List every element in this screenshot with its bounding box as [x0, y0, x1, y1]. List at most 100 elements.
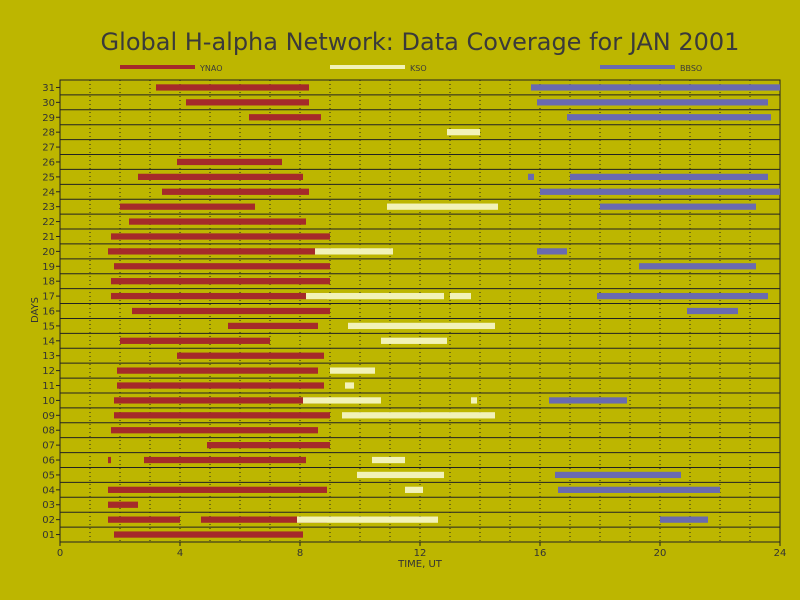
coverage-bar-kso [345, 382, 354, 389]
y-tick-label: 14 [42, 336, 55, 347]
coverage-bar-ynao [108, 516, 180, 523]
coverage-bar-ynao [132, 307, 330, 315]
coverage-bar-ynao [228, 322, 318, 330]
coverage-bar-kso [297, 516, 438, 523]
y-tick-label: 21 [42, 232, 55, 243]
x-tick-label: 24 [774, 548, 787, 559]
legend-swatch-bbso [600, 65, 675, 69]
coverage-bar-ynao [111, 292, 327, 300]
coverage-bar-kso [450, 292, 471, 300]
coverage-bar-ynao [207, 441, 330, 449]
coverage-bar-ynao [186, 99, 309, 106]
coverage-bar-ynao [111, 427, 318, 434]
coverage-bar-ynao [120, 203, 255, 210]
coverage-bar-ynao [114, 263, 330, 270]
coverage-bar-ynao [120, 337, 270, 344]
coverage-bar-ynao [129, 218, 306, 225]
x-tick-label: 0 [57, 548, 63, 559]
coverage-bar-ynao [114, 397, 327, 404]
coverage-bar-kso [372, 456, 405, 464]
x-tick-label: 12 [414, 548, 427, 559]
coverage-bar-ynao [201, 516, 327, 523]
legend-label-ynao: YNAO [199, 64, 223, 73]
y-tick-label: 06 [42, 456, 55, 467]
y-tick-label: 05 [42, 470, 55, 481]
y-tick-label: 25 [42, 172, 55, 183]
coverage-bar-bbso [537, 99, 768, 106]
y-tick-label: 04 [42, 485, 55, 496]
coverage-bar-ynao [117, 367, 318, 374]
coverage-bar-bbso [597, 292, 768, 300]
coverage-bar-bbso [687, 307, 738, 315]
coverage-bar-ynao [108, 456, 111, 464]
chart-title: Global H-alpha Network: Data Coverage fo… [101, 28, 740, 56]
x-tick-label: 4 [177, 548, 183, 559]
legend-label-kso: KSO [410, 64, 427, 73]
coverage-bar-kso [471, 397, 477, 404]
coverage-bar-bbso [660, 516, 708, 523]
coverage-bar-kso [315, 248, 393, 255]
coverage-bar-ynao [108, 501, 138, 508]
y-tick-label: 17 [42, 292, 55, 303]
y-tick-label: 23 [42, 202, 55, 213]
y-tick-label: 12 [42, 366, 55, 377]
coverage-bar-ynao [162, 188, 309, 195]
coverage-bar-ynao [156, 84, 309, 91]
coverage-bar-bbso [549, 397, 627, 404]
y-tick-label: 07 [42, 441, 55, 452]
y-tick-label: 10 [42, 396, 55, 407]
y-tick-label: 08 [42, 426, 55, 437]
coverage-bar-bbso [570, 173, 768, 181]
x-tick-label: 8 [297, 548, 303, 559]
y-tick-label: 27 [42, 143, 55, 154]
y-tick-label: 13 [42, 351, 55, 362]
y-tick-label: 16 [42, 307, 55, 318]
y-tick-label: 24 [42, 187, 55, 198]
coverage-bar-bbso [639, 263, 756, 270]
coverage-bar-ynao [177, 158, 282, 166]
coverage-bar-bbso [537, 248, 567, 255]
legend: YNAO KSO BBSO [120, 64, 702, 73]
coverage-bar-kso [342, 412, 495, 419]
coverage-bar-kso [306, 292, 444, 300]
coverage-bar-kso [330, 367, 375, 374]
coverage-bar-ynao [111, 233, 330, 240]
y-tick-label: 20 [42, 247, 55, 258]
coverage-bar-kso [303, 397, 381, 404]
y-tick-label: 26 [42, 157, 55, 168]
y-tick-label: 30 [42, 98, 55, 109]
coverage-bar-ynao [108, 248, 330, 255]
legend-swatch-ynao [120, 65, 195, 69]
coverage-bar-kso [405, 486, 423, 493]
y-tick-label: 09 [42, 411, 55, 422]
y-tick-label: 22 [42, 217, 55, 228]
coverage-bar-bbso [558, 486, 720, 493]
y-tick-label: 18 [42, 277, 55, 288]
coverage-bar-bbso [567, 114, 771, 121]
coverage-bar-ynao [177, 352, 324, 359]
coverage-bar-kso [381, 337, 447, 344]
y-tick-label: 19 [42, 262, 55, 273]
legend-swatch-kso [330, 65, 405, 69]
y-tick-label: 28 [42, 128, 55, 139]
coverage-bar-ynao [249, 114, 321, 121]
coverage-bar-ynao [114, 412, 330, 419]
coverage-bar-ynao [138, 173, 303, 181]
legend-label-bbso: BBSO [680, 64, 702, 73]
coverage-bar-kso [447, 129, 480, 136]
coverage-bar-ynao [108, 486, 327, 493]
y-tick-label: 01 [42, 530, 55, 541]
coverage-bar-ynao [117, 382, 324, 389]
y-tick-label: 03 [42, 500, 55, 511]
coverage-bar-bbso [528, 173, 534, 181]
y-tick-label: 11 [42, 381, 55, 392]
coverage-bar-bbso [600, 203, 756, 210]
y-tick-label: 15 [42, 321, 55, 332]
coverage-bar-ynao [144, 456, 306, 464]
y-tick-label: 02 [42, 515, 55, 526]
y-tick-label: 29 [42, 113, 55, 124]
coverage-bar-ynao [114, 531, 303, 538]
x-tick-label: 20 [654, 548, 667, 559]
coverage-bar-bbso [555, 471, 681, 479]
